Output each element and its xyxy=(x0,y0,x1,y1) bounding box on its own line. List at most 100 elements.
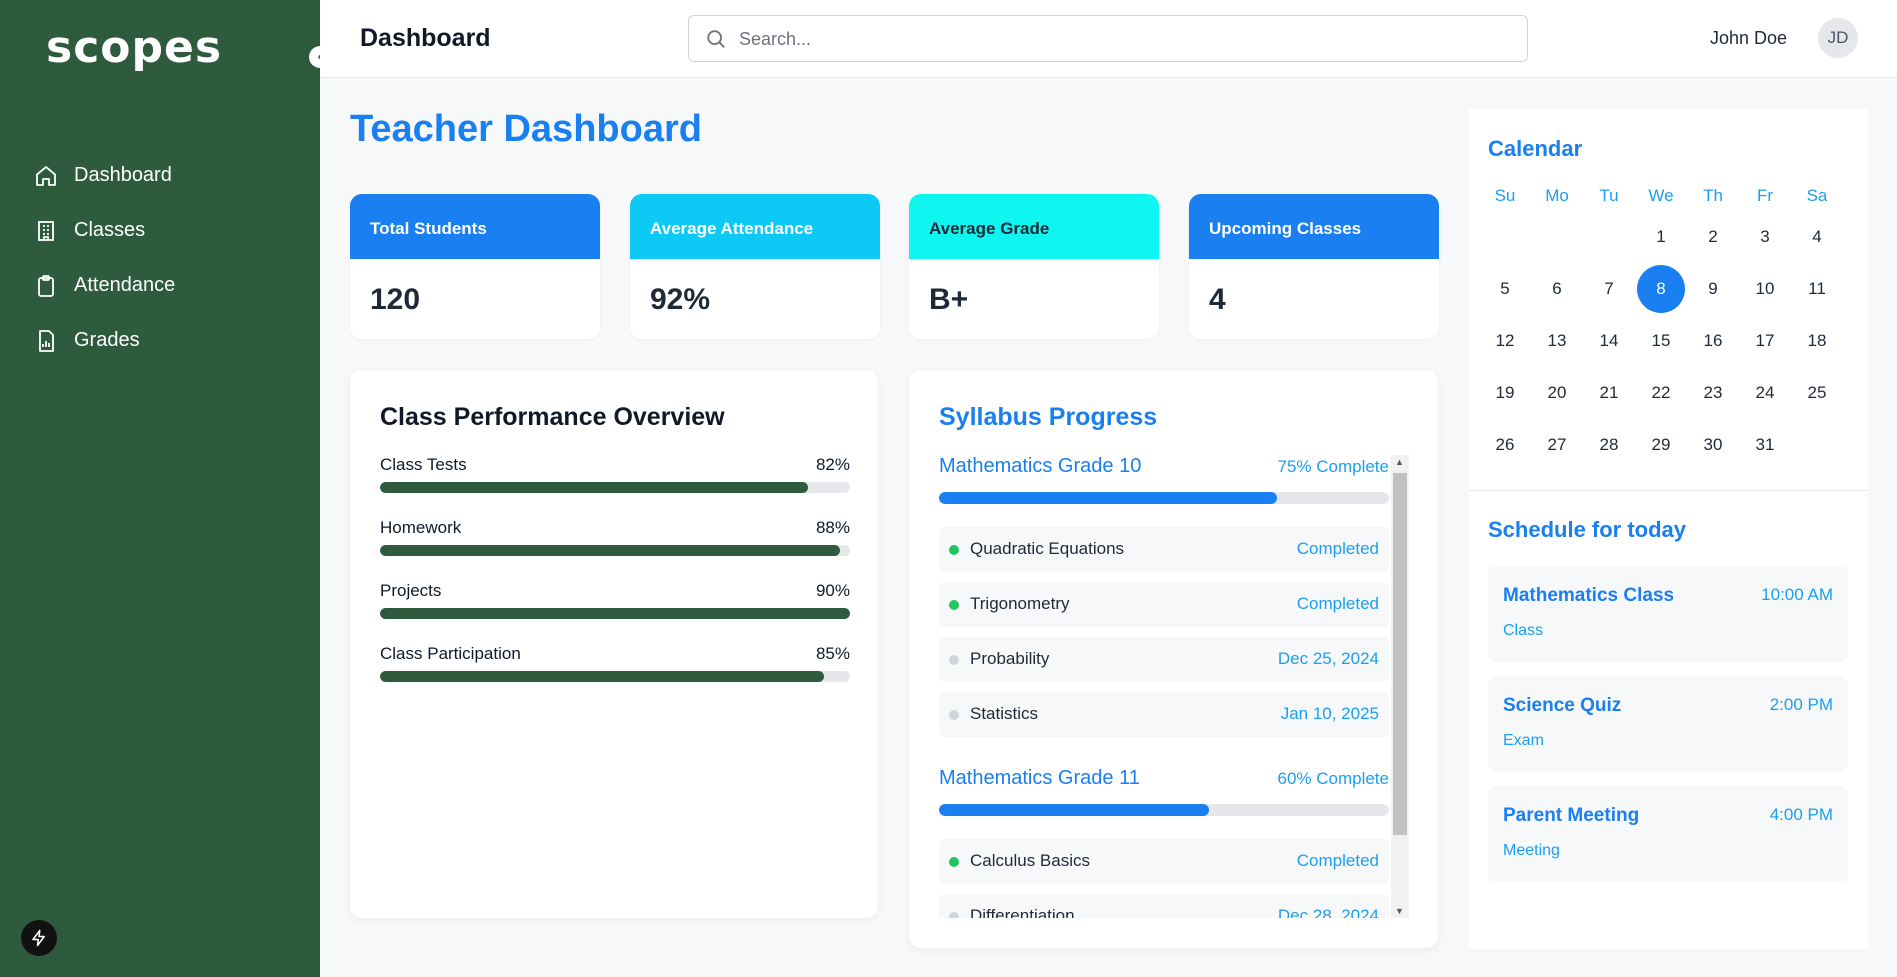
calendar-day[interactable]: 6 xyxy=(1531,263,1583,315)
search-input[interactable] xyxy=(739,26,1499,52)
avatar[interactable]: JD xyxy=(1818,18,1858,58)
calendar-day-number: 13 xyxy=(1547,331,1567,350)
calendar-grid: Su Mo Tu We Th Fr Sa 1 2 3 4 5 6 7 8 9 10 11 12 13 14 15 16 17 1… xyxy=(1479,181,1844,471)
topic-name: Differentiation xyxy=(970,906,1075,918)
calendar-day[interactable]: 30 xyxy=(1687,419,1739,471)
calendar-day[interactable]: 23 xyxy=(1687,367,1739,419)
calendar-day[interactable]: 18 xyxy=(1791,315,1843,367)
calendar-day-number: 16 xyxy=(1703,331,1723,350)
calendar-day-selected[interactable]: 8 xyxy=(1635,263,1687,315)
panel-title: Syllabus Progress xyxy=(939,403,1158,431)
calendar-day[interactable]: 9 xyxy=(1687,263,1739,315)
calendar-day[interactable]: 1 xyxy=(1635,211,1687,263)
calendar-day[interactable]: 7 xyxy=(1583,263,1635,315)
calendar-day[interactable]: 2 xyxy=(1687,211,1739,263)
chevron-left-icon: ‹ xyxy=(317,48,322,66)
sidebar-item-label: Attendance xyxy=(74,274,176,296)
progress-fill xyxy=(939,492,1277,504)
topic-status: Jan 10, 2025 xyxy=(1280,704,1379,723)
calendar-day[interactable]: 17 xyxy=(1739,315,1791,367)
calendar-day[interactable]: 29 xyxy=(1635,419,1687,471)
topic-item[interactable]: Statistics Jan 10, 2025 xyxy=(939,692,1389,737)
sidebar-item-attendance[interactable]: Attendance xyxy=(34,258,175,313)
calendar-day[interactable]: 11 xyxy=(1791,263,1843,315)
performance-label: Class Participation xyxy=(380,644,521,663)
status-dot xyxy=(949,710,959,720)
status-dot xyxy=(949,857,959,867)
search-icon xyxy=(707,30,725,48)
topic-name: Trigonometry xyxy=(970,594,1070,613)
calendar-day-number: 6 xyxy=(1552,279,1562,298)
calendar-day[interactable]: 16 xyxy=(1687,315,1739,367)
performance-percent: 88% xyxy=(815,518,850,537)
event-name: Science Quiz xyxy=(1503,695,1622,716)
calendar-day[interactable]: 13 xyxy=(1531,315,1583,367)
calendar-day[interactable]: 25 xyxy=(1791,367,1843,419)
progress-bar xyxy=(380,545,850,556)
calendar-day[interactable]: 28 xyxy=(1583,419,1635,471)
sidebar-item-classes[interactable]: Classes xyxy=(34,203,175,258)
panel-title: Class Performance Overview xyxy=(380,403,725,431)
schedule-event[interactable]: Mathematics Class 10:00 AM Class xyxy=(1488,566,1848,662)
calendar-day[interactable]: 14 xyxy=(1583,315,1635,367)
topic-item[interactable]: Differentiation Dec 28, 2024 xyxy=(939,894,1389,918)
calendar-day[interactable]: 24 xyxy=(1739,367,1791,419)
topic-item[interactable]: Trigonometry Completed xyxy=(939,582,1389,627)
stat-value: B+ xyxy=(929,283,969,316)
status-dot xyxy=(949,655,959,665)
calendar-weekday: We xyxy=(1648,186,1674,205)
calendar-day[interactable]: 20 xyxy=(1531,367,1583,419)
calendar-day-number: 4 xyxy=(1812,227,1822,246)
calendar-weekday: Mo xyxy=(1545,186,1569,205)
topic-status: Completed xyxy=(1296,851,1379,870)
calendar-day[interactable]: 5 xyxy=(1479,263,1531,315)
user-name[interactable]: John Doe xyxy=(1709,28,1787,48)
calendar-day-number: 3 xyxy=(1760,227,1770,246)
sidebar-item-label: Dashboard xyxy=(74,164,172,186)
calendar-day-number: 9 xyxy=(1708,279,1718,298)
scroll-down-arrow-icon[interactable]: ▼ xyxy=(1395,906,1404,916)
sidebar-item-grades[interactable]: Grades xyxy=(34,313,175,368)
syllabus-scroll-area[interactable]: Mathematics Grade 10 75% Complete Quadra… xyxy=(939,455,1409,918)
app-logo[interactable]: scopes xyxy=(46,22,223,73)
stat-label: Upcoming Classes xyxy=(1189,194,1439,259)
scroll-thumb[interactable] xyxy=(1393,473,1407,835)
calendar-day[interactable]: 31 xyxy=(1739,419,1791,471)
calendar-day-number: 11 xyxy=(1808,279,1826,298)
calendar-day[interactable]: 26 xyxy=(1479,419,1531,471)
topic-status: Completed xyxy=(1296,539,1379,558)
search-box[interactable] xyxy=(688,15,1528,62)
stat-label: Total Students xyxy=(350,194,600,259)
topic-item[interactable]: Calculus Basics Completed xyxy=(939,839,1389,884)
performance-label: Homework xyxy=(380,518,462,537)
calendar-day[interactable]: 21 xyxy=(1583,367,1635,419)
topic-status: Completed xyxy=(1296,594,1379,613)
bolt-icon[interactable] xyxy=(21,920,57,956)
event-time: 4:00 PM xyxy=(1769,805,1833,824)
scroll-up-arrow-icon[interactable]: ▲ xyxy=(1395,457,1404,467)
calendar-day[interactable]: 15 xyxy=(1635,315,1687,367)
progress-bar xyxy=(380,482,850,493)
performance-percent: 85% xyxy=(815,644,850,663)
sidebar-item-dashboard[interactable]: Dashboard xyxy=(34,148,175,203)
calendar-day[interactable]: 10 xyxy=(1739,263,1791,315)
calendar-day[interactable]: 3 xyxy=(1739,211,1791,263)
calendar-day[interactable]: 12 xyxy=(1479,315,1531,367)
status-dot xyxy=(949,600,959,610)
scrollbar[interactable]: ▲ ▼ xyxy=(1391,455,1409,918)
schedule-event[interactable]: Parent Meeting 4:00 PM Meeting xyxy=(1488,786,1848,882)
calendar-day[interactable]: 19 xyxy=(1479,367,1531,419)
course-name[interactable]: Mathematics Grade 10 xyxy=(939,455,1142,477)
event-time: 10:00 AM xyxy=(1761,585,1833,604)
calendar-day[interactable]: 27 xyxy=(1531,419,1583,471)
course-name[interactable]: Mathematics Grade 11 xyxy=(939,767,1140,789)
calendar-day[interactable]: 22 xyxy=(1635,367,1687,419)
topic-item[interactable]: Quadratic Equations Completed xyxy=(939,527,1389,572)
performance-row: Class Tests 82% xyxy=(380,455,850,493)
schedule-event[interactable]: Science Quiz 2:00 PM Exam xyxy=(1488,676,1848,772)
course-header: Mathematics Grade 11 60% Complete xyxy=(939,767,1389,816)
calendar-day-number: 19 xyxy=(1495,383,1515,402)
calendar-day[interactable]: 4 xyxy=(1791,211,1843,263)
calendar-day-number: 29 xyxy=(1651,435,1671,454)
topic-item[interactable]: Probability Dec 25, 2024 xyxy=(939,637,1389,682)
